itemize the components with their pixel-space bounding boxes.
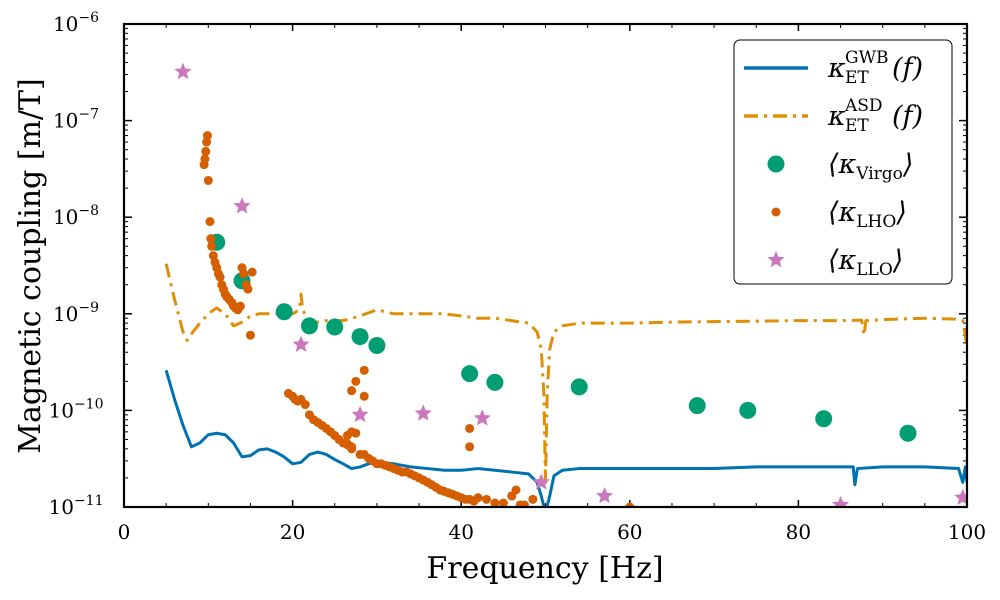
legend-label-kappa_ET_ASD: κASD ET (f) — [827, 96, 923, 136]
point-kappa_Virgo — [368, 336, 386, 354]
point-kappa_Virgo — [275, 303, 293, 321]
point-kappa_LLO — [292, 335, 310, 352]
point-kappa_LHO — [215, 272, 225, 282]
point-kappa_LLO — [233, 197, 251, 214]
point-kappa_LHO — [359, 365, 369, 375]
point-kappa_LHO — [247, 267, 257, 277]
point-kappa_LHO — [205, 217, 215, 227]
x-tick-label: 80 — [786, 520, 811, 544]
point-kappa_LHO — [245, 330, 255, 340]
x-tick-label: 40 — [448, 520, 473, 544]
legend: κGWB ET (f) κASD ET (f) ⟨κVirgo⟩ ⟨κLHO⟩ ⟨κLLO⟩ — [733, 39, 953, 285]
point-kappa_LLO — [174, 62, 192, 80]
point-kappa_Virgo — [486, 373, 504, 391]
point-kappa_LHO — [347, 386, 357, 396]
x-tick-label: 20 — [280, 520, 305, 544]
legend-label-kappa_Virgo: ⟨κVirgo⟩ — [828, 149, 913, 184]
y-tick-label: 10−7 — [53, 107, 99, 133]
point-kappa_LHO — [243, 284, 253, 294]
point-kappa_LHO — [481, 494, 491, 504]
legend-box — [733, 39, 953, 285]
point-kappa_Virgo — [326, 318, 344, 336]
point-kappa_Virgo — [351, 328, 369, 346]
y-axis-label: Magnetic coupling [m/T] — [13, 78, 48, 453]
legend-swatch-kappa_LHO — [771, 207, 781, 217]
y-tick-label: 10−11 — [49, 493, 104, 519]
y-tick-labels: 10−11 10−10 10−9 10−8 10−7 10−6 — [49, 10, 104, 519]
point-kappa_LLO — [473, 409, 491, 426]
point-kappa_LLO — [595, 486, 614, 504]
x-tick-label: 0 — [118, 520, 131, 544]
legend-swatch-kappa_LLO — [767, 251, 785, 268]
x-tick-label: 100 — [948, 520, 986, 544]
point-kappa_LHO — [235, 301, 245, 311]
point-kappa_Virgo — [300, 317, 318, 335]
point-kappa_LHO — [351, 376, 361, 386]
legend-swatch-kappa_Virgo — [767, 155, 785, 173]
point-kappa_Virgo — [461, 365, 479, 383]
point-kappa_LHO — [465, 442, 475, 452]
point-kappa_LLO — [351, 405, 369, 423]
series-line-kappa_ET_GWB — [164, 369, 967, 507]
point-kappa_LHO — [202, 131, 212, 141]
point-kappa_LHO — [206, 234, 216, 244]
point-kappa_LHO — [473, 493, 483, 503]
series-line-kappa_ET_ASD — [164, 263, 967, 484]
x-axis-label: Frequency [Hz] — [426, 551, 663, 586]
point-kappa_Virgo — [688, 397, 706, 415]
legend-label-kappa_LLO: ⟨κLLO⟩ — [828, 245, 903, 280]
plot-frame — [122, 22, 969, 509]
point-kappa_LLO — [954, 488, 967, 505]
point-kappa_LLO — [831, 495, 850, 507]
series-layer — [164, 62, 967, 507]
point-kappa_LHO — [465, 423, 475, 433]
point-kappa_Virgo — [570, 378, 588, 396]
point-kappa_LHO — [239, 269, 249, 279]
point-kappa_Virgo — [739, 401, 757, 419]
point-kappa_LHO — [519, 500, 529, 507]
point-kappa_LLO — [414, 404, 432, 421]
point-kappa_LHO — [201, 146, 211, 156]
point-kappa_Virgo — [899, 424, 917, 442]
legend-label-kappa_ET_GWB: κGWB ET (f) — [827, 48, 923, 88]
point-kappa_LHO — [342, 430, 352, 440]
point-kappa_LHO — [528, 494, 538, 504]
point-kappa_LHO — [207, 241, 217, 251]
y-tick-label: 10−10 — [49, 396, 104, 422]
x-tick-label: 60 — [617, 520, 642, 544]
point-kappa_LHO — [490, 498, 500, 507]
point-kappa_LHO — [203, 175, 213, 185]
point-kappa_LHO — [625, 502, 635, 507]
x-tick-labels: 0 20 40 60 80 100 — [118, 520, 986, 544]
point-kappa_LHO — [347, 444, 357, 454]
y-tick-label: 10−6 — [53, 10, 99, 36]
point-kappa_LHO — [507, 491, 517, 501]
y-tick-label: 10−8 — [53, 203, 99, 229]
legend-label-kappa_LHO: ⟨κLHO⟩ — [828, 197, 907, 232]
point-kappa_LHO — [359, 391, 369, 401]
point-kappa_Virgo — [815, 410, 833, 428]
point-kappa_LHO — [300, 400, 310, 410]
point-kappa_LLO — [532, 473, 550, 490]
point-kappa_LHO — [200, 154, 210, 164]
y-tick-label: 10−9 — [53, 300, 99, 326]
point-kappa_LHO — [498, 498, 508, 507]
point-kappa_LHO — [208, 251, 218, 261]
